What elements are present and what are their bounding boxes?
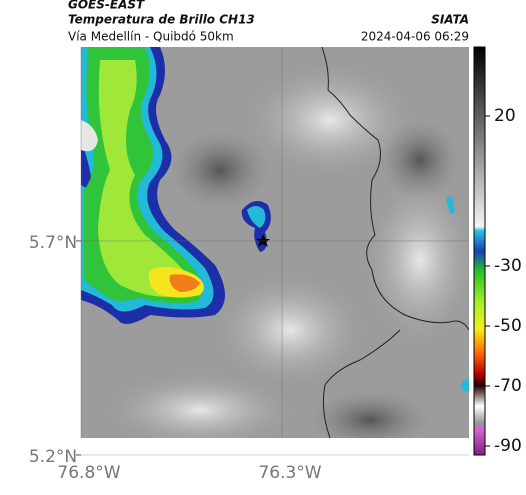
region-note: Vía Medellín - Quibdó 50km xyxy=(68,30,234,44)
colorbar-tick-label: -70 xyxy=(494,376,522,396)
colorbar-tick-label: 20 xyxy=(494,106,516,126)
colorbar xyxy=(473,46,486,456)
colorbar-tick-label: -90 xyxy=(494,436,522,456)
station-marker xyxy=(256,234,270,247)
y-tick-label: 5.2°N xyxy=(29,447,77,467)
colorbar-tick-label: -50 xyxy=(494,316,522,336)
subtitle: Temperatura de Brillo CH13 xyxy=(68,13,255,27)
source: SIATA xyxy=(431,13,469,27)
title: GOES-EAST xyxy=(68,0,145,12)
y-tick-label: 5.7°N xyxy=(29,233,77,253)
timestamp: 2024-04-06 06:29 xyxy=(361,30,469,44)
x-tick-label: 76.8°W xyxy=(57,463,120,483)
colorbar-tick-label: -30 xyxy=(494,256,522,276)
satellite-image xyxy=(81,47,469,438)
x-tick-label: 76.3°W xyxy=(258,463,321,483)
map-margin xyxy=(81,438,469,455)
